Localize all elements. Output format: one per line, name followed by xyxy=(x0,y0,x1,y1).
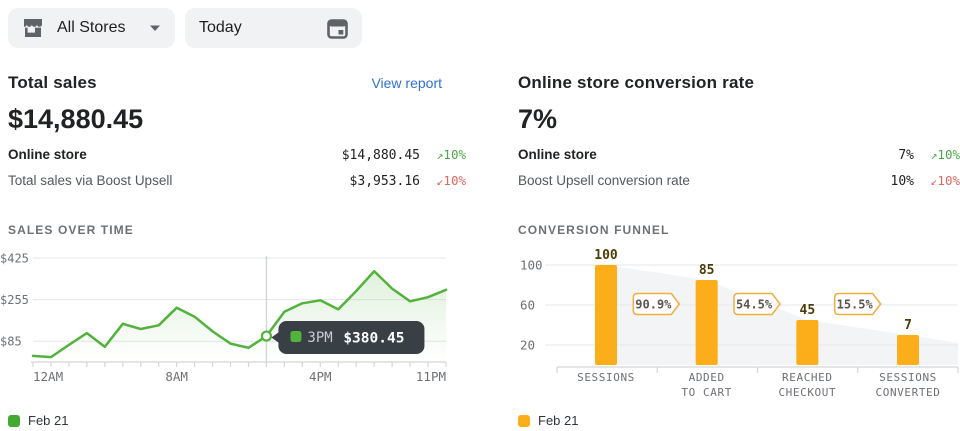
conversion-badge xyxy=(632,292,681,316)
category-label: SESSIONS xyxy=(879,371,937,384)
y-tick-label: 20 xyxy=(520,338,535,353)
conversion-funnel-section-title: CONVERSION FUNNEL xyxy=(518,223,670,237)
metric-row-online-store: Online store 7% ↗10% xyxy=(518,147,960,173)
funnel-legend: Feb 21 xyxy=(518,413,960,428)
total-sales-value: $14,880.45 xyxy=(8,104,144,134)
bar-value-label: 100 xyxy=(594,248,618,263)
store-icon xyxy=(22,18,44,38)
arrow-down-left-icon: ↙ xyxy=(436,174,444,188)
funnel-backdrop xyxy=(606,265,958,365)
conversion-metric-rows: Online store 7% ↗10% Boost Upsell conver… xyxy=(518,147,960,199)
conversion-badge xyxy=(733,292,781,316)
total-sales-title: Total sales xyxy=(8,73,97,92)
bar-value-label: 7 xyxy=(904,318,912,333)
sales-line xyxy=(31,269,448,359)
topbar: All Stores Today xyxy=(0,0,960,56)
conversion-funnel-chart[interactable]: 100 60 20 100 85 45 7 90.9% 54.5% 15.5% SESSIONS AD… xyxy=(518,242,960,407)
sales-metric-rows: Online store $14,880.45 ↗10% Total sales… xyxy=(8,147,466,199)
legend-swatch-green xyxy=(8,414,20,427)
conversion-badge-label: 90.9% xyxy=(635,298,672,312)
metric-value: 7% xyxy=(898,148,914,163)
total-sales-panel: Total sales View report $14,880.45 Onlin… xyxy=(0,56,466,428)
metric-row-boost-upsell: Total sales via Boost Upsell $3,953.16 ↙… xyxy=(8,173,466,199)
y-tick-label: $255 xyxy=(0,293,29,307)
calendar-icon xyxy=(327,18,348,39)
metric-label: Online store xyxy=(8,147,87,162)
y-tick-label: 60 xyxy=(520,298,535,313)
arrow-up-right-icon: ↗ xyxy=(436,148,444,162)
arrow-down-left-icon: ↙ xyxy=(930,174,938,188)
category-label: CHECKOUT xyxy=(778,386,836,399)
category-label: REACHED xyxy=(782,371,833,384)
legend-swatch-orange xyxy=(518,414,530,427)
metric-value: $14,880.45 xyxy=(341,148,420,163)
metric-delta: ↗10% xyxy=(930,147,960,162)
metric-row-boost-upsell: Boost Upsell conversion rate 10% ↙10% xyxy=(518,173,960,199)
funnel-bar xyxy=(695,280,718,365)
tooltip-value: $380.45 xyxy=(343,331,404,347)
store-selector-button[interactable]: All Stores xyxy=(8,8,175,48)
chart-tooltip: 3PM $380.45 xyxy=(271,321,425,354)
funnel-bar xyxy=(897,335,920,365)
funnel-bar xyxy=(796,320,819,365)
store-selector-label: All Stores xyxy=(57,19,126,36)
y-tick-label: $85 xyxy=(0,335,22,349)
conversion-badge-label: 54.5% xyxy=(736,298,773,312)
dashboard-panels: Total sales View report $14,880.45 Onlin… xyxy=(0,56,960,428)
bar-value-label: 85 xyxy=(699,263,715,278)
metric-delta: ↗10% xyxy=(436,147,466,162)
sales-legend: Feb 21 xyxy=(8,413,466,428)
metric-value: 10% xyxy=(890,174,914,189)
legend-label: Feb 21 xyxy=(28,413,69,428)
sales-line-chart[interactable]: $425 $255 $85 12AM 8AM 4PM 11PM 3PM $380.45 xyxy=(0,242,450,407)
category-label: TO CART xyxy=(681,386,732,399)
legend-label: Feb 21 xyxy=(538,413,579,428)
arrow-up-right-icon: ↗ xyxy=(930,148,938,162)
y-tick-label: $425 xyxy=(0,252,29,266)
conversion-badge xyxy=(833,292,882,316)
metric-delta: ↙10% xyxy=(436,173,466,188)
metric-label: Boost Upsell conversion rate xyxy=(518,173,690,188)
metric-row-online-store: Online store $14,880.45 ↗10% xyxy=(8,147,466,173)
category-label: ADDED xyxy=(689,371,725,384)
metric-label: Online store xyxy=(518,147,597,162)
category-label: CONVERTED xyxy=(876,386,941,399)
x-tick-label: 11PM xyxy=(416,369,446,384)
view-report-link[interactable]: View report xyxy=(371,75,442,91)
metric-label: Total sales via Boost Upsell xyxy=(8,173,173,188)
conversion-rate-panel: Online store conversion rate 7% Online s… xyxy=(518,56,960,428)
metric-delta: ↙10% xyxy=(930,173,960,188)
x-tick-label: 12AM xyxy=(33,369,63,384)
funnel-bar xyxy=(595,265,617,365)
date-selector-button[interactable]: Today xyxy=(185,8,362,48)
x-tick-label: 4PM xyxy=(309,369,332,384)
conversion-badge-label: 15.5% xyxy=(837,298,874,312)
category-label: SESSIONS xyxy=(577,371,635,384)
date-selector-label: Today xyxy=(199,19,242,36)
conversion-rate-title: Online store conversion rate xyxy=(518,73,755,92)
metric-value: $3,953.16 xyxy=(349,174,420,189)
tooltip-swatch xyxy=(290,331,302,342)
hover-marker xyxy=(260,330,273,342)
chevron-down-icon xyxy=(149,24,161,32)
y-tick-label: 100 xyxy=(520,258,543,273)
sales-over-time-section-title: SALES OVER TIME xyxy=(8,223,134,237)
bar-value-label: 45 xyxy=(800,303,816,318)
x-tick-label: 8AM xyxy=(165,369,188,384)
tooltip-time: 3PM xyxy=(307,330,332,346)
conversion-rate-value: 7% xyxy=(518,104,558,134)
